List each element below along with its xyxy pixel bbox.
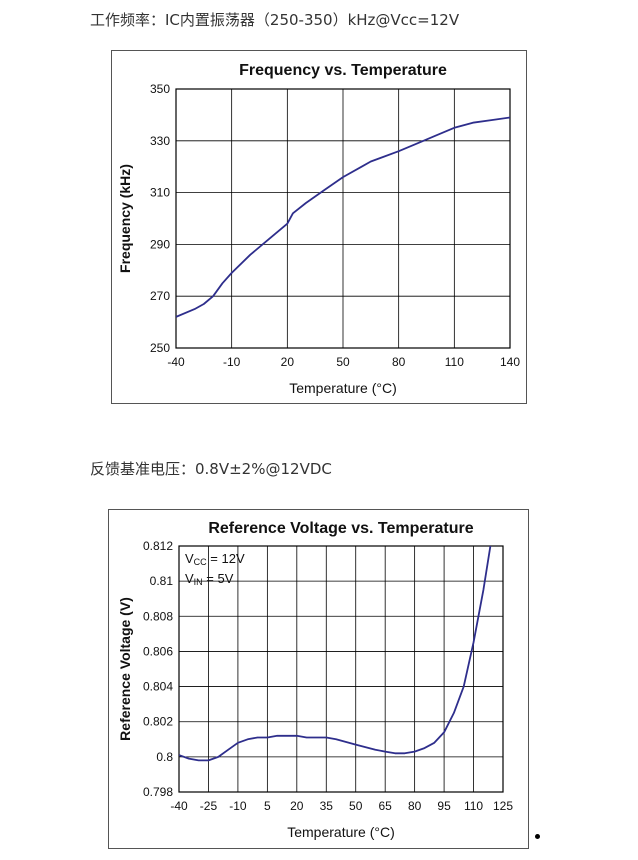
x-tick-label: -25	[200, 799, 218, 813]
y-tick-label: 0.812	[143, 539, 173, 553]
x-tick-label: 110	[445, 355, 464, 369]
vref-chart: Reference Voltage vs. Temperature -40 -25-…	[117, 520, 513, 840]
x-tick-label: 140	[500, 355, 520, 369]
vref-chart-frame: Reference Voltage vs. Temperature -40 -25-…	[108, 509, 529, 849]
trailing-dot	[535, 834, 540, 839]
y-tick-label: 0.808	[143, 609, 173, 623]
x-tick-label: 50	[349, 799, 363, 813]
frequency-chart-frame: Frequency vs. Temperature -40 -10 20 50 80 110…	[111, 50, 527, 404]
x-tick-label: -40	[170, 799, 188, 813]
plot-area-border	[175, 88, 511, 349]
plot-area-border	[178, 545, 504, 793]
annotation-text: VIN = 5V	[185, 571, 234, 587]
series-line	[176, 116, 510, 318]
x-tick-label: 20	[290, 799, 304, 813]
annotation-text: VCC = 12V	[185, 551, 245, 567]
annotation-sub: IN	[194, 577, 203, 587]
x-tick-label: 95	[437, 799, 451, 813]
x-tick-label: -10	[223, 355, 241, 369]
y-tick-label: 250	[150, 341, 170, 355]
y-tick-label: 330	[150, 134, 170, 148]
annotation-main: V	[185, 571, 194, 586]
y-tick-label: 270	[150, 289, 170, 303]
annotation-rest: = 5V	[203, 571, 234, 586]
y-tick-label: 0.804	[143, 680, 173, 694]
y-tick-label: 0.806	[143, 644, 173, 658]
x-axis-label: Temperature (°C)	[287, 824, 395, 840]
frequency-caption: 工作频率：IC内置振荡器（250-350）kHz@Vcc=12V	[90, 11, 460, 29]
x-tick-label: 65	[379, 799, 393, 813]
y-tick-label: 0.802	[143, 715, 173, 729]
chart-title: Reference Voltage vs. Temperature	[208, 520, 473, 537]
y-tick-label: 350	[150, 82, 170, 96]
annotation-sub: CC	[194, 557, 207, 567]
x-axis-label: Temperature (°C)	[289, 380, 397, 396]
x-tick-label: 5	[264, 799, 271, 813]
annotation-rest: = 12V	[207, 551, 245, 566]
x-tick-label: 80	[408, 799, 422, 813]
x-tick-label: 20	[281, 355, 295, 369]
y-tick-label: 290	[150, 237, 170, 251]
x-tick-label: 110	[464, 799, 483, 813]
y-tick-label: 310	[150, 186, 170, 200]
series-line	[179, 546, 492, 762]
y-tick-label: 0.8	[156, 750, 173, 764]
y-axis-label: Frequency (kHz)	[117, 164, 133, 273]
frequency-chart: Frequency vs. Temperature -40 -10 20 50 80 110…	[117, 62, 520, 396]
chart-title: Frequency vs. Temperature	[239, 62, 447, 79]
y-axis-label: Reference Voltage (V)	[117, 597, 133, 741]
x-tick-label: 35	[320, 799, 334, 813]
y-tick-label: 0.81	[150, 574, 174, 588]
x-tick-label: 80	[392, 355, 406, 369]
y-tick-label: 0.798	[143, 785, 173, 799]
vref-caption: 反馈基准电压：0.8V±2%@12VDC	[90, 460, 332, 478]
x-tick-label: -10	[229, 799, 247, 813]
x-tick-label: -40	[167, 355, 185, 369]
x-tick-label: 50	[336, 355, 350, 369]
x-tick-label: 125	[493, 799, 513, 813]
annotation-main: V	[185, 551, 194, 566]
